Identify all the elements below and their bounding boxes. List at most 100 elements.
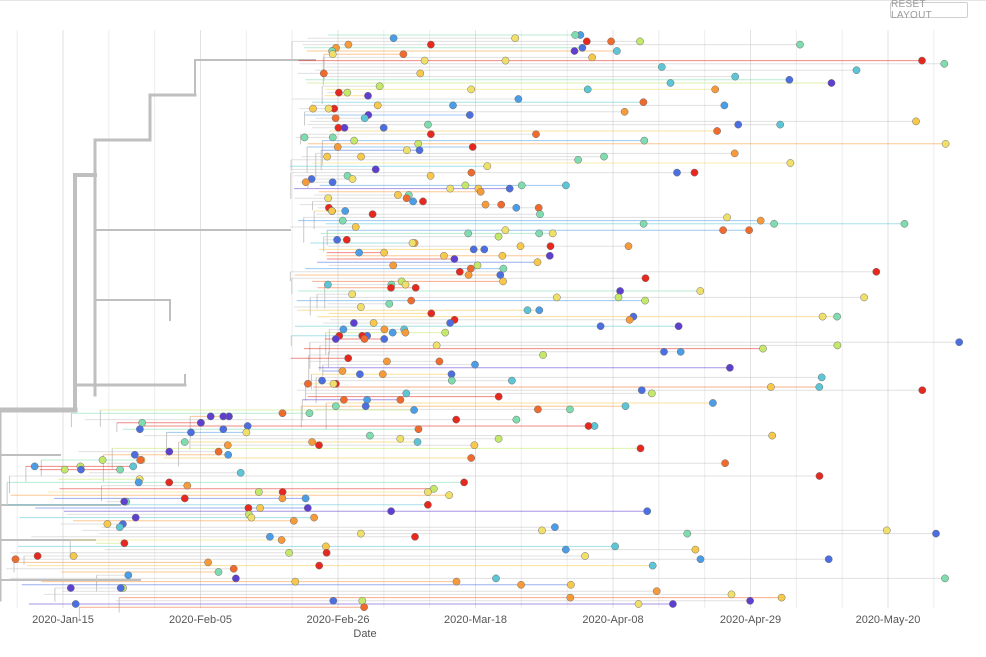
tree-tip[interactable] <box>380 335 389 343</box>
tree-tip[interactable] <box>130 450 139 459</box>
tree-tip[interactable] <box>727 590 736 599</box>
tree-tip[interactable] <box>324 194 333 203</box>
tree-tip[interactable] <box>696 555 705 564</box>
tree-tip[interactable] <box>683 529 692 538</box>
tree-tip[interactable] <box>516 242 525 251</box>
tree-tip[interactable] <box>219 412 228 421</box>
tree-tip[interactable] <box>206 412 215 421</box>
tree-tip[interactable] <box>817 373 826 382</box>
tree-tip[interactable] <box>134 478 143 487</box>
tree-tip[interactable] <box>357 303 365 311</box>
tree-tip[interactable] <box>620 107 629 116</box>
tree-tip[interactable] <box>669 600 677 608</box>
tree-tip[interactable] <box>424 500 432 509</box>
tree-tip[interactable] <box>256 504 264 512</box>
tree-tip[interactable] <box>301 178 310 187</box>
tree-tip[interactable] <box>416 69 425 78</box>
tree-tip[interactable] <box>833 312 841 321</box>
tree-tip[interactable] <box>447 376 456 385</box>
tree-tip[interactable] <box>388 328 397 337</box>
tree-tip[interactable] <box>767 383 775 391</box>
tree-tip[interactable] <box>310 513 318 522</box>
tree-tip[interactable] <box>322 542 330 551</box>
tree-tip[interactable] <box>833 341 842 350</box>
tree-tip[interactable] <box>329 379 338 388</box>
tree-tip[interactable] <box>501 226 510 235</box>
tree-tip[interactable] <box>452 577 461 586</box>
tree-tip[interactable] <box>447 370 456 379</box>
tree-tip[interactable] <box>308 438 316 446</box>
tree-tip[interactable] <box>941 139 950 148</box>
tree-tip[interactable] <box>588 53 596 62</box>
tree-tip[interactable] <box>720 101 729 110</box>
tree-tip[interactable] <box>499 264 508 273</box>
tree-tip[interactable] <box>940 59 949 68</box>
tree-tip[interactable] <box>103 520 112 528</box>
tree-tip[interactable] <box>860 293 868 302</box>
tree-tip[interactable] <box>413 438 422 446</box>
tree-tip[interactable] <box>918 56 926 65</box>
tree-tip[interactable] <box>236 468 245 477</box>
tree-tip[interactable] <box>427 309 436 318</box>
tree-tip[interactable] <box>348 175 357 183</box>
tree-tip[interactable] <box>640 136 649 145</box>
tree-tip[interactable] <box>660 347 668 356</box>
tree-tip[interactable] <box>363 395 371 404</box>
tree-tip[interactable] <box>466 264 475 273</box>
tree-tips[interactable] <box>11 31 964 612</box>
tree-tip[interactable] <box>600 152 608 161</box>
tree-tip[interactable] <box>745 226 753 235</box>
tree-tip[interactable] <box>278 488 287 496</box>
tree-tip[interactable] <box>356 370 364 379</box>
tree-tip[interactable] <box>343 88 352 97</box>
tree-tip[interactable] <box>483 162 492 171</box>
tree-tip[interactable] <box>329 596 338 605</box>
tree-tip[interactable] <box>494 392 503 401</box>
tree-tip[interactable] <box>277 536 286 544</box>
tree-tip[interactable] <box>242 428 251 437</box>
tree-tip[interactable] <box>342 235 351 244</box>
tree-tip[interactable] <box>411 532 419 541</box>
tree-tip[interactable] <box>338 216 347 225</box>
tree-tip[interactable] <box>709 399 717 407</box>
tree-tip[interactable] <box>776 120 785 129</box>
tree-tip[interactable] <box>338 367 347 375</box>
tree-tip[interactable] <box>180 438 189 446</box>
tree-tip[interactable] <box>827 79 836 87</box>
tree-tip[interactable] <box>285 548 293 557</box>
tree-tip[interactable] <box>129 462 138 471</box>
tree-tip[interactable] <box>731 72 740 81</box>
tree-tip[interactable] <box>517 580 525 589</box>
tree-tip[interactable] <box>348 290 357 299</box>
tree-tip[interactable] <box>634 600 643 608</box>
tree-tip[interactable] <box>641 296 649 305</box>
tree-tip[interactable] <box>770 219 778 228</box>
tree-tip[interactable] <box>323 152 332 161</box>
tree-tip[interactable] <box>375 82 384 91</box>
tree-tip[interactable] <box>387 507 395 516</box>
tree-tip[interactable] <box>583 85 592 94</box>
tree-tip[interactable] <box>33 552 42 560</box>
tree-tip[interactable] <box>344 354 353 363</box>
tree-tip[interactable] <box>358 596 367 605</box>
tree-tip[interactable] <box>77 465 85 474</box>
tree-tip[interactable] <box>357 529 365 538</box>
tree-tip[interactable] <box>514 95 523 103</box>
tree-tip[interactable] <box>480 245 489 254</box>
tree-tip[interactable] <box>116 465 124 474</box>
tree-tip[interactable] <box>721 459 729 468</box>
tree-tip[interactable] <box>852 66 861 75</box>
tree-tip[interactable] <box>402 389 411 398</box>
tree-tip[interactable] <box>333 143 342 151</box>
tree-tip[interactable] <box>637 386 646 395</box>
tree-tip[interactable] <box>327 207 336 215</box>
tree-tip[interactable] <box>409 197 417 206</box>
tree-tip[interactable] <box>223 441 232 450</box>
tree-tip[interactable] <box>424 120 432 129</box>
tree-tip[interactable] <box>340 123 349 132</box>
tree-tip[interactable] <box>496 271 505 279</box>
tree-tip[interactable] <box>723 213 731 222</box>
tree-tip[interactable] <box>183 481 192 490</box>
reset-layout-button[interactable]: RESET LAYOUT <box>890 0 968 21</box>
